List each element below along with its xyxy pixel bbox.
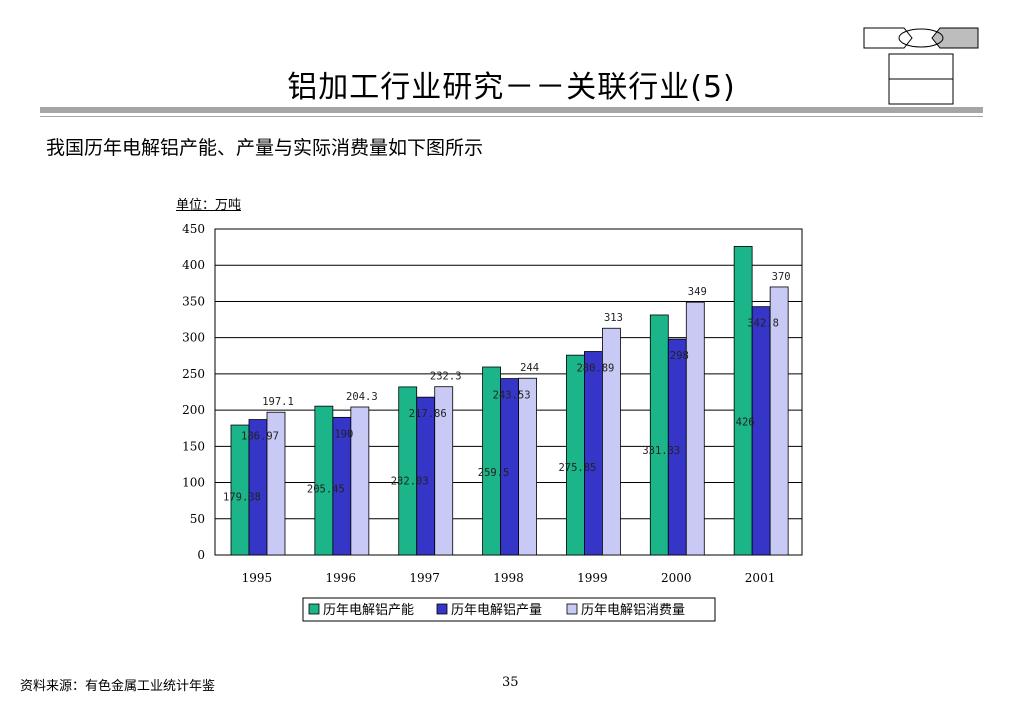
bar [266, 411, 286, 556]
bar [751, 306, 771, 556]
data-label: 179.38 [223, 491, 261, 503]
y-tick-label: 450 [182, 222, 205, 236]
y-tick-label: 400 [182, 258, 205, 272]
y-tick-label: 100 [182, 476, 205, 490]
data-label: 259.5 [478, 467, 510, 479]
bar [518, 377, 537, 556]
x-tick-label: 1995 [242, 571, 273, 585]
bar [584, 351, 603, 556]
data-label: 205.45 [307, 483, 345, 495]
data-label: 275.85 [558, 462, 596, 474]
bar [649, 314, 669, 556]
bar [602, 327, 621, 556]
x-tick-label: 2000 [661, 571, 692, 585]
data-label: 349 [688, 286, 707, 298]
data-label: 298 [670, 350, 689, 362]
legend-swatch [566, 603, 578, 615]
y-tick-label: 300 [182, 331, 205, 345]
x-tick-label: 2001 [745, 571, 776, 585]
x-tick-label: 1996 [326, 571, 357, 585]
bar [350, 406, 370, 556]
bar [733, 245, 753, 556]
title-divider-thin [40, 116, 983, 117]
data-label: 190 [334, 428, 353, 440]
y-tick-label: 350 [182, 294, 205, 308]
legend-swatch [308, 603, 320, 615]
y-tick-label: 200 [182, 403, 205, 417]
x-tick-label: 1998 [493, 571, 524, 585]
bar [230, 424, 250, 556]
legend-label: 历年电解铝消费量 [581, 603, 685, 618]
y-tick-label: 150 [182, 439, 205, 453]
data-label: 331.33 [642, 445, 680, 457]
data-label: 217.86 [409, 408, 447, 420]
bar [314, 405, 334, 556]
y-tick-label: 0 [197, 548, 205, 562]
bar [685, 301, 705, 556]
data-label: 204.3 [346, 391, 378, 403]
title-divider [40, 107, 983, 113]
y-tick-label: 50 [190, 512, 205, 526]
data-label: 244 [520, 362, 539, 374]
legend-label: 历年电解铝产量 [451, 603, 542, 618]
data-label: 370 [772, 271, 791, 283]
y-tick-label: 250 [182, 367, 205, 381]
page-number: 35 [502, 675, 519, 690]
data-label: 243.53 [493, 390, 531, 402]
bar [434, 386, 454, 556]
x-tick-label: 1997 [409, 571, 440, 585]
data-label: 426 [736, 416, 755, 428]
data-label: 186.97 [241, 431, 279, 443]
chart-legend [302, 597, 716, 622]
bar [769, 286, 789, 556]
bar [566, 354, 585, 556]
data-label: 280.89 [576, 363, 614, 375]
data-label: 313 [604, 312, 623, 324]
x-tick-label: 1999 [577, 571, 608, 585]
legend-swatch [436, 603, 448, 615]
logo-diagram-icon [863, 27, 979, 105]
chart-unit-label: 单位：万吨 [176, 198, 242, 213]
data-label: 342.8 [747, 318, 779, 330]
source-note: 资料来源：有色金属工业统计年鉴 [20, 679, 216, 694]
legend-label: 历年电解铝产能 [323, 603, 414, 618]
data-label: 232.3 [430, 371, 462, 383]
data-label: 197.1 [262, 396, 294, 408]
data-label: 232.03 [391, 475, 429, 487]
page-subtitle: 我国历年电解铝产能、产量与实际消费量如下图所示 [46, 137, 484, 159]
page-title: 铝加工行业研究－－关联行业(5) [287, 70, 736, 105]
